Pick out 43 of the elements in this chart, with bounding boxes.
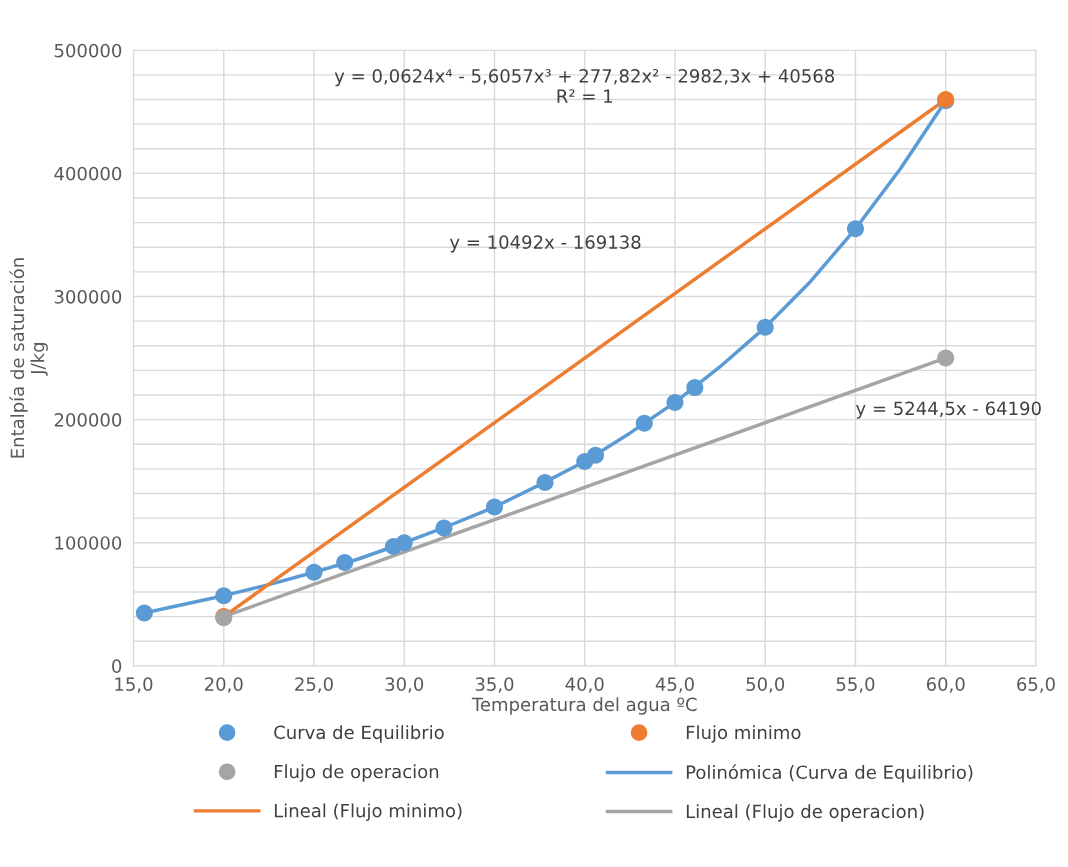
y-tick-label: 200000 bbox=[54, 413, 122, 427]
x-tick-label: 30,0 bbox=[385, 677, 424, 693]
legend-label: Flujo minimo bbox=[686, 725, 801, 743]
point bbox=[756, 318, 774, 336]
point bbox=[686, 379, 704, 397]
legend-label: Lineal (Flujo minimo) bbox=[274, 803, 462, 821]
point bbox=[536, 473, 554, 491]
point bbox=[937, 349, 955, 367]
point bbox=[587, 446, 605, 464]
legend-label: Flujo de operacion bbox=[274, 764, 439, 782]
y-tick-label: 100000 bbox=[55, 536, 122, 550]
x-axis-title: Temperatura del agua ºC bbox=[471, 697, 697, 715]
point bbox=[305, 563, 323, 581]
x-tick-label: 65,0 bbox=[1017, 677, 1055, 693]
x-tick-label: 50,0 bbox=[746, 677, 785, 693]
legend-label: Polinómica (Curva de Equilibrio) bbox=[686, 764, 973, 783]
x-tick-label: 35,0 bbox=[475, 677, 514, 693]
point bbox=[215, 587, 233, 605]
x-tick-label: 40,0 bbox=[565, 677, 604, 693]
x-tick-label: 45,0 bbox=[655, 677, 694, 693]
y-tick-label: 400000 bbox=[54, 166, 122, 181]
y-tick-label: 300000 bbox=[54, 289, 122, 304]
point bbox=[485, 498, 503, 516]
point bbox=[846, 220, 864, 238]
point bbox=[635, 414, 653, 432]
point bbox=[135, 604, 153, 622]
x-tick-label: 55,0 bbox=[836, 677, 875, 693]
y-axis-title: Entalpía de saturación J/kg bbox=[9, 258, 48, 458]
annotation: y = 10492x - 169138 bbox=[449, 235, 641, 253]
y-tick-label: 0 bbox=[112, 659, 122, 673]
point bbox=[666, 393, 684, 411]
x-tick-label: 20,0 bbox=[204, 677, 243, 693]
annotation: y = 5244,5x - 64190 bbox=[856, 401, 1041, 419]
legend-label: Curva de Equilibrio bbox=[274, 725, 444, 743]
annotation: y = 0,0624x⁴ - 5,6057x³ + 277,82x² - 2982,3x + 40568 R² = 1 bbox=[334, 69, 835, 103]
legend-label: Lineal (Flujo de operacion) bbox=[686, 804, 924, 822]
x-tick-label: 15,0 bbox=[115, 677, 153, 693]
y-tick-label: 500000 bbox=[54, 43, 122, 58]
point bbox=[435, 519, 453, 537]
point bbox=[395, 534, 413, 552]
x-tick-label: 25,0 bbox=[295, 677, 333, 693]
x-tick-label: 60,0 bbox=[926, 677, 965, 693]
point bbox=[336, 553, 354, 571]
